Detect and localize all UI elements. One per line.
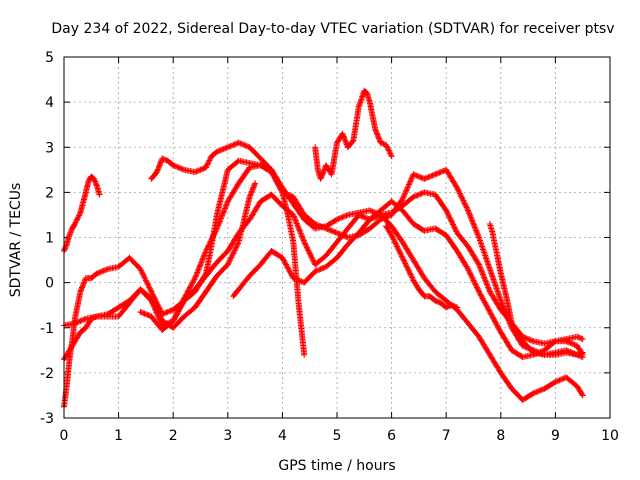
y-tick-label: -3: [40, 411, 54, 427]
data-points: [486, 221, 586, 361]
x-tick-label: 6: [387, 428, 396, 444]
y-tick-label: 3: [45, 140, 54, 156]
series-arc-10: [486, 221, 586, 361]
data-points: [230, 211, 586, 403]
x-axis-title: GPS time / hours: [278, 458, 395, 474]
data-points: [383, 223, 461, 311]
y-tick-label: 4: [45, 95, 54, 111]
data-points: [312, 87, 395, 182]
y-tick-label: 2: [45, 185, 54, 201]
y-axis-title: SDTVAR / TECUs: [8, 183, 24, 298]
y-tick-label: -1: [40, 321, 54, 337]
data-points: [61, 157, 586, 410]
y-tick-label: 5: [45, 50, 54, 66]
series-arc-9: [383, 223, 461, 311]
x-tick-label: 8: [496, 428, 505, 444]
plot-frame: [63, 56, 611, 419]
axis-ticks: 0 1 2 3 4 5 6 7 8 9 10 -3 -2 -1 0 1 2 3 4 5: [40, 50, 619, 444]
data-points: [137, 191, 586, 361]
x-tick-label: 4: [278, 428, 287, 444]
series-arc-8: [230, 211, 586, 403]
x-tick-label: 0: [60, 428, 69, 444]
series-arc-1: [61, 173, 103, 254]
x-tick-label: 2: [169, 428, 178, 444]
grid: [64, 57, 610, 418]
y-tick-label: 1: [45, 231, 54, 247]
data-marks: [61, 87, 586, 410]
x-tick-label: 5: [333, 428, 342, 444]
x-tick-label: 7: [442, 428, 451, 444]
chart-title: Day 234 of 2022, Sidereal Day-to-day VTE…: [51, 21, 614, 37]
series-arc-7: [137, 191, 586, 361]
series-arc-3: [312, 87, 395, 182]
x-tick-label: 3: [223, 428, 232, 444]
y-tick-label: 0: [45, 276, 54, 292]
x-tick-label: 9: [551, 428, 560, 444]
data-points: [61, 173, 103, 254]
y-tick-label: -2: [40, 366, 54, 382]
x-tick-label: 1: [114, 428, 123, 444]
series-arc-4: [61, 157, 586, 410]
x-tick-label: 10: [601, 428, 619, 444]
